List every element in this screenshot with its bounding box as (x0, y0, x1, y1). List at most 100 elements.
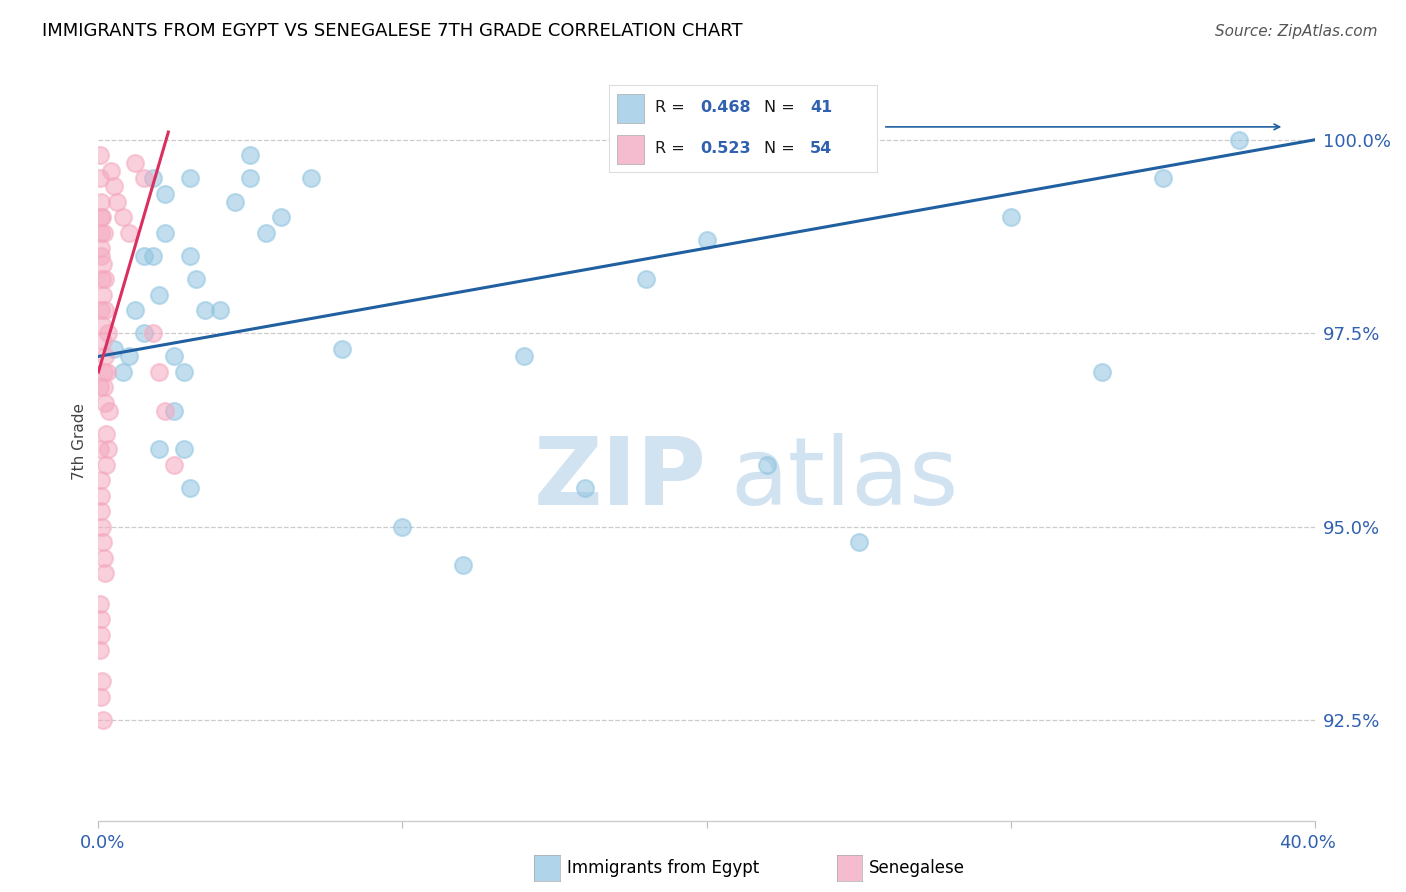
Point (239, 171, 262, 186)
Point (93, 350, 115, 364)
Point (239, 148, 262, 162)
Point (94, 303, 117, 318)
Point (90, 303, 112, 318)
Point (163, 403, 186, 417)
Point (91, 272, 114, 286)
Point (173, 365, 195, 379)
Point (148, 442, 170, 457)
Point (299, 171, 322, 186)
Point (93, 396, 115, 410)
Point (103, 342, 125, 356)
Point (453, 558, 475, 573)
Point (93, 226, 115, 240)
Point (756, 458, 779, 472)
Point (848, 535, 870, 549)
Point (173, 442, 195, 457)
Point (90, 249, 112, 263)
Text: ZIP: ZIP (534, 434, 707, 525)
Point (142, 326, 165, 341)
Point (105, 194, 128, 209)
Point (1000, 210, 1022, 224)
Point (155, 403, 177, 417)
Point (142, 171, 165, 186)
Point (209, 303, 232, 318)
Point (142, 249, 165, 263)
Point (179, 249, 201, 263)
Point (124, 303, 146, 318)
Point (94, 458, 117, 472)
Point (93, 272, 115, 286)
Point (1152, 171, 1174, 186)
Point (111, 210, 134, 224)
Point (163, 350, 186, 364)
Point (96, 442, 118, 457)
Point (574, 481, 596, 495)
Point (89, 643, 111, 657)
Point (90, 489, 112, 503)
Point (91, 535, 114, 549)
Text: Immigrants from Egypt: Immigrants from Egypt (567, 859, 759, 877)
Point (94, 426, 117, 441)
Point (90, 241, 112, 255)
Point (163, 458, 186, 472)
Text: Senegalese: Senegalese (869, 859, 965, 877)
Point (91, 519, 114, 533)
Point (179, 171, 201, 186)
Point (89, 442, 111, 457)
Point (103, 179, 125, 194)
Point (118, 226, 141, 240)
Text: 0.0%: 0.0% (80, 834, 125, 852)
Point (91, 713, 114, 727)
Point (91, 210, 114, 224)
Point (90, 628, 112, 642)
Point (696, 233, 718, 247)
Point (330, 342, 353, 356)
Y-axis label: 7th Grade: 7th Grade (72, 403, 87, 480)
Point (93, 550, 115, 565)
Point (98, 403, 121, 417)
Point (90, 690, 112, 704)
Point (148, 287, 170, 301)
Text: Source: ZipAtlas.com: Source: ZipAtlas.com (1215, 24, 1378, 38)
Point (91, 334, 114, 348)
Point (634, 272, 657, 286)
Point (1227, 133, 1250, 147)
Point (90, 194, 112, 209)
Point (96, 326, 118, 341)
Point (90, 504, 112, 518)
Point (100, 163, 122, 178)
Point (89, 148, 111, 162)
Point (148, 365, 170, 379)
Point (132, 249, 155, 263)
Point (270, 210, 292, 224)
Point (91, 674, 114, 689)
Point (194, 303, 217, 318)
Point (89, 597, 111, 611)
Point (391, 519, 413, 533)
Point (118, 350, 141, 364)
Point (132, 326, 155, 341)
Point (184, 272, 207, 286)
Point (155, 226, 177, 240)
Point (1091, 365, 1114, 379)
Text: atlas: atlas (731, 434, 959, 525)
Point (224, 194, 246, 209)
Text: 40.0%: 40.0% (1279, 834, 1336, 852)
Point (91, 318, 114, 333)
Point (93, 380, 115, 394)
Point (513, 350, 536, 364)
Point (254, 226, 277, 240)
Point (124, 156, 146, 170)
Point (89, 171, 111, 186)
Point (111, 365, 134, 379)
Point (93, 365, 115, 379)
Point (90, 473, 112, 487)
Point (90, 612, 112, 626)
Point (89, 380, 111, 394)
Point (93, 566, 115, 580)
Text: IMMIGRANTS FROM EGYPT VS SENEGALESE 7TH GRADE CORRELATION CHART: IMMIGRANTS FROM EGYPT VS SENEGALESE 7TH … (42, 22, 742, 40)
Point (91, 257, 114, 271)
Point (155, 186, 177, 201)
Point (179, 481, 201, 495)
Point (132, 171, 155, 186)
